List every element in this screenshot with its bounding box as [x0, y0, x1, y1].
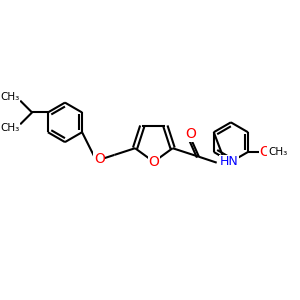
Text: HN: HN	[220, 155, 238, 168]
Text: O: O	[186, 127, 196, 141]
Text: CH₃: CH₃	[268, 147, 287, 157]
Text: O: O	[259, 145, 270, 159]
Text: O: O	[148, 155, 159, 169]
Text: CH₃: CH₃	[1, 123, 20, 133]
Text: CH₃: CH₃	[1, 92, 20, 102]
Text: O: O	[94, 152, 105, 166]
